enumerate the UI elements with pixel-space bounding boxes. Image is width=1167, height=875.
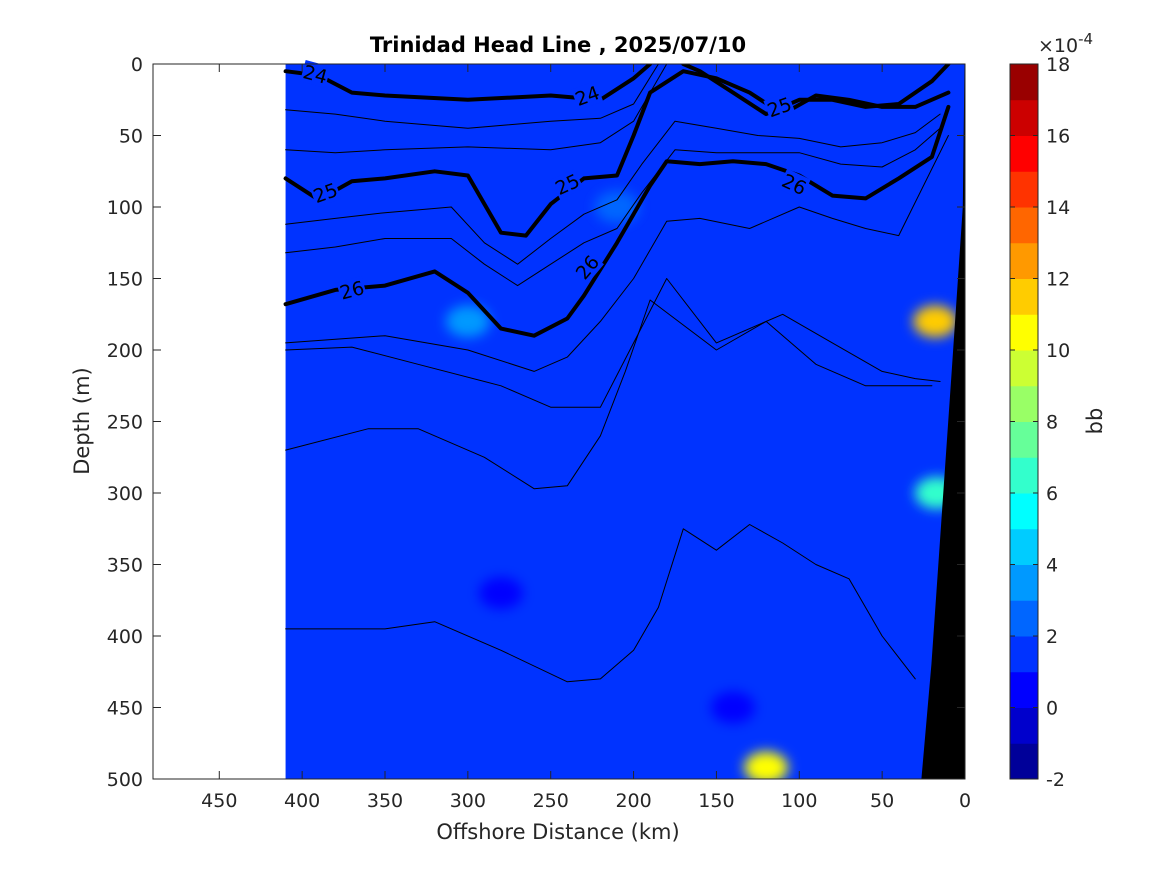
colorbar-swatch xyxy=(1010,278,1038,315)
y-axis-ticks: 0 50 100 150 200 250 300 350 400 450 500 xyxy=(107,54,965,791)
y-tick-label: 350 xyxy=(107,555,143,577)
colorbar-swatch xyxy=(1010,743,1038,780)
y-tick-label: 150 xyxy=(107,269,143,291)
colorbar-tick-label: 18 xyxy=(1046,54,1070,76)
contour-label-bg xyxy=(571,80,604,111)
density-contours xyxy=(283,64,951,683)
contour-label-bg xyxy=(550,168,584,200)
density-contour xyxy=(285,113,941,265)
x-tick-label: 450 xyxy=(201,790,237,812)
x-tick-label: 400 xyxy=(284,790,320,812)
y-tick-label: 500 xyxy=(107,769,143,791)
colorbar-swatch xyxy=(1010,421,1038,458)
y-axis-label: Depth (m) xyxy=(70,367,94,474)
colorbar-tick-label: 10 xyxy=(1046,340,1070,362)
contour-label-bg xyxy=(336,275,368,304)
colorbar-swatch xyxy=(1010,314,1038,351)
x-tick-label: 0 xyxy=(959,790,971,812)
y-tick-label: 100 xyxy=(107,197,143,219)
colorbar-swatch xyxy=(1010,171,1038,208)
y-tick-label: 200 xyxy=(107,340,143,362)
heatmap-feature xyxy=(445,305,490,338)
heatmap-feature xyxy=(711,691,755,724)
y-tick-label: 400 xyxy=(107,626,143,648)
colorbar-swatch xyxy=(1010,707,1038,744)
colorbar-tick-label: 14 xyxy=(1046,197,1070,219)
colorbar-swatch xyxy=(1010,528,1038,565)
y-tick-label: 450 xyxy=(107,698,143,720)
colorbar-tick-label: 8 xyxy=(1046,412,1058,434)
x-tick-label: 250 xyxy=(533,790,569,812)
heatmap-feature xyxy=(479,577,523,610)
colorbar-swatch xyxy=(1010,636,1038,673)
colorbar-exponent-base: ×10 xyxy=(1038,35,1078,57)
colorbar-swatches xyxy=(1010,64,1038,780)
contour-label-bg xyxy=(777,168,811,200)
colorbar-tick-label: 0 xyxy=(1046,698,1058,720)
heatmap-feature xyxy=(744,751,789,779)
colorbar-exponent: ×10-4 xyxy=(1038,30,1093,57)
colorbar-swatch xyxy=(1010,600,1038,637)
density-contour xyxy=(285,64,659,129)
colorbar-exponent-power: -4 xyxy=(1078,30,1093,48)
colorbar: -2 0 2 4 6 8 10 12 14 16 18 bb ×10-4 xyxy=(1009,30,1107,791)
contour-label-bg xyxy=(763,92,796,122)
density-contour xyxy=(681,64,951,117)
colorbar-tick-label: 12 xyxy=(1046,269,1070,291)
colorbar-swatch xyxy=(1010,135,1038,172)
density-contour xyxy=(285,64,668,154)
density-contour xyxy=(283,69,951,238)
colorbar-ticks: -2 0 2 4 6 8 10 12 14 16 18 xyxy=(1010,54,1070,791)
y-tick-label: 50 xyxy=(119,126,143,148)
density-contour xyxy=(285,524,916,683)
colorbar-tick-label: 16 xyxy=(1046,126,1070,148)
bathymetry xyxy=(921,64,965,779)
colorbar-tick-label: 2 xyxy=(1046,626,1058,648)
colorbar-swatch xyxy=(1010,493,1038,530)
x-axis-label: Offshore Distance (km) xyxy=(436,820,679,844)
y-tick-label: 0 xyxy=(131,54,143,76)
heatmap-feature xyxy=(595,191,639,223)
x-tick-label: 200 xyxy=(615,790,651,812)
y-tick-label: 300 xyxy=(107,483,143,505)
contour-label-bg xyxy=(309,177,342,208)
density-contour xyxy=(285,278,941,408)
colorbar-tick-label: 4 xyxy=(1046,555,1058,577)
x-tick-label: 300 xyxy=(450,790,486,812)
contour-label-bg xyxy=(570,250,604,285)
colorbar-swatch xyxy=(1010,564,1038,601)
colorbar-tick-label: 6 xyxy=(1046,483,1058,505)
y-tick-label: 250 xyxy=(107,412,143,434)
x-tick-label: 50 xyxy=(870,790,894,812)
density-contour xyxy=(285,299,933,490)
heatmap-features xyxy=(445,191,959,779)
chart-title: Trinidad Head Line , 2025/07/10 xyxy=(370,33,746,57)
colorbar-swatch xyxy=(1010,385,1038,422)
x-tick-label: 350 xyxy=(367,790,403,812)
colorbar-swatch xyxy=(1010,671,1038,708)
colorbar-tick-label: -2 xyxy=(1046,769,1065,791)
heatmap-layer xyxy=(285,64,965,779)
seafloor xyxy=(921,64,965,779)
colorbar-swatch xyxy=(1010,99,1038,136)
contour-label-bg xyxy=(299,60,331,88)
colorbar-swatch xyxy=(1010,457,1038,494)
colorbar-swatch xyxy=(1010,207,1038,244)
density-contour xyxy=(283,104,951,338)
colorbar-swatch xyxy=(1010,242,1038,279)
heatmap-field xyxy=(285,64,965,779)
colorbar-swatch xyxy=(1010,64,1038,101)
x-tick-label: 150 xyxy=(698,790,734,812)
x-axis-ticks: 450 400 350 300 250 200 150 100 50 0 xyxy=(201,64,971,812)
colorbar-label: bb xyxy=(1083,408,1107,435)
x-tick-label: 100 xyxy=(781,790,817,812)
density-contour xyxy=(285,135,949,372)
colorbar-swatch xyxy=(1010,350,1038,387)
density-contour xyxy=(285,127,941,287)
density-contour xyxy=(283,64,653,102)
heatmap-feature xyxy=(913,305,958,338)
